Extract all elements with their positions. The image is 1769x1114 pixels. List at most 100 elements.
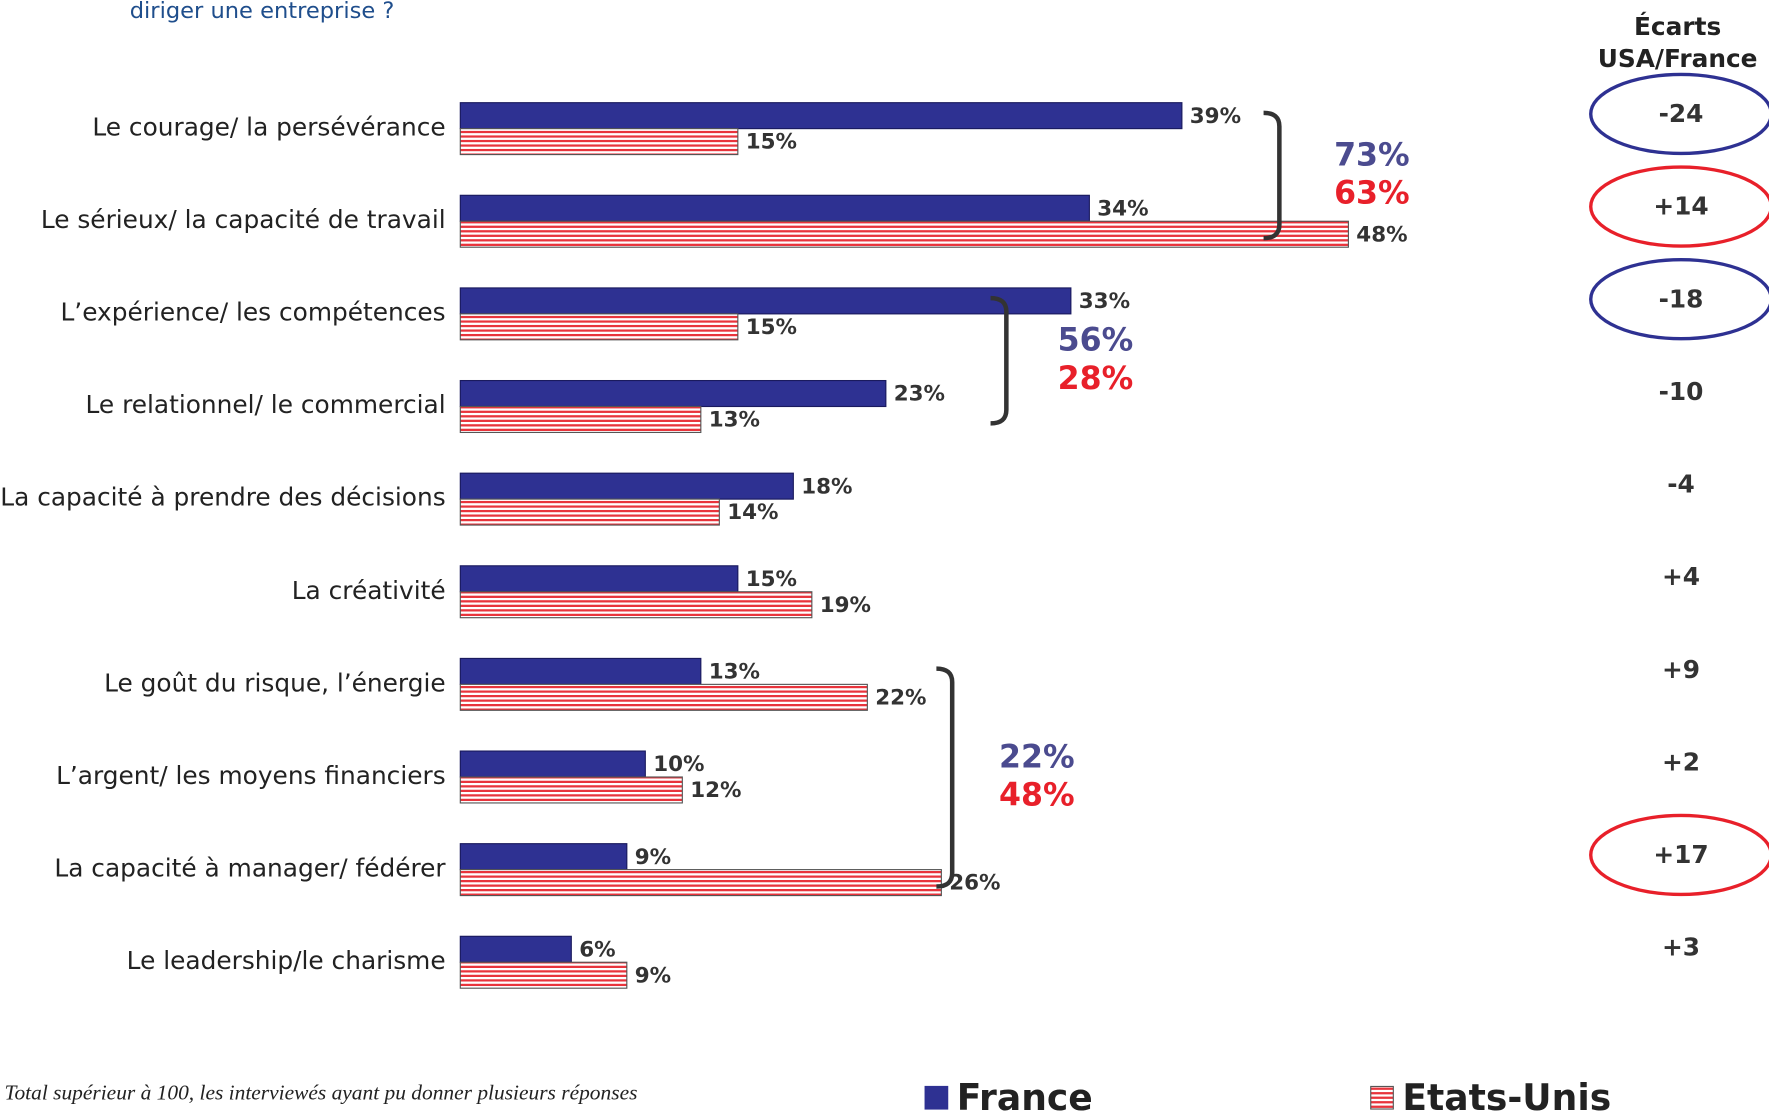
category-label-text: L’expérience/ les compétences	[60, 299, 446, 328]
value-label: 9%	[635, 845, 671, 870]
bar	[459, 220, 1349, 248]
value-label: 26%	[949, 871, 1000, 896]
value-label: 19%	[820, 593, 871, 618]
category-label-box: Le courage/ la persévérance	[0, 89, 446, 168]
category-label-text: La capacité à manager/ fédérer	[54, 854, 446, 884]
value-label: 33%	[1079, 289, 1130, 314]
diff-value: -18	[1659, 284, 1704, 313]
category-label-text: La capacité à prendre des décisions	[0, 484, 446, 513]
group-total: 73%	[1334, 137, 1410, 173]
diff-circle	[1589, 72, 1769, 156]
category-label: Le courage/ la persévérance	[0, 89, 446, 168]
value-label: 15%	[746, 315, 797, 340]
category-label: Le relationnel/ le commercial	[0, 367, 446, 446]
diff-value: +2	[1662, 747, 1700, 776]
category-label: La capacité à prendre des décisions	[0, 460, 446, 539]
bar	[459, 683, 868, 711]
value-label: 6%	[579, 937, 615, 962]
diff-circle	[1589, 813, 1769, 897]
diff-value: +9	[1662, 655, 1700, 684]
subtitle: diriger une entreprise ?	[130, 0, 395, 24]
value-label: 23%	[894, 382, 945, 407]
category-label: La capacité à manager/ fédérer	[0, 830, 446, 909]
category-label-box: La créativité	[0, 552, 446, 631]
value-label: 12%	[690, 778, 741, 803]
group-bracket	[936, 666, 955, 889]
group-bracket	[990, 295, 1009, 426]
value-label: 34%	[1097, 196, 1148, 221]
category-label-box: Le goût du risque, l’énergie	[0, 645, 446, 724]
value-label: 15%	[746, 130, 797, 155]
category-label: Le sérieux/ la capacité de travail	[0, 182, 446, 261]
category-label-text: Le sérieux/ la capacité de travail	[40, 206, 446, 235]
category-label-text: L’argent/ les moyens financiers	[56, 762, 446, 791]
value-label: 15%	[746, 567, 797, 592]
diff-header: Écarts	[1634, 12, 1721, 41]
group-total: 63%	[1334, 176, 1410, 212]
legend-swatch	[1370, 1085, 1394, 1110]
bar	[459, 657, 702, 685]
bar	[459, 591, 813, 619]
category-label: Le goût du risque, l’énergie	[0, 645, 446, 724]
value-label: 13%	[709, 408, 760, 433]
bar	[459, 776, 683, 804]
bar	[459, 843, 628, 871]
value-label: 18%	[801, 474, 852, 499]
value-label: 39%	[1190, 104, 1241, 129]
category-label: La créativité	[0, 552, 446, 631]
group-total: 56%	[1058, 323, 1134, 359]
bar	[459, 869, 942, 897]
diff-value: +17	[1653, 840, 1708, 869]
value-label: 9%	[635, 963, 671, 988]
footnote: Total supérieur à 100, les interviewés a…	[5, 1080, 638, 1104]
diff-value: +14	[1653, 192, 1708, 221]
value-label: 10%	[653, 752, 704, 777]
group-total: 22%	[999, 739, 1075, 775]
bar	[459, 565, 739, 593]
category-label: Le leadership/le charisme	[0, 923, 446, 1002]
group-total: 28%	[1058, 361, 1134, 397]
category-label-box: L’expérience/ les compétences	[0, 274, 446, 353]
value-label: 22%	[875, 685, 926, 710]
category-label-text: Le relationnel/ le commercial	[85, 391, 446, 421]
category-label-box: Le leadership/le charisme	[0, 923, 446, 1002]
category-label-text: Le goût du risque, l’énergie	[104, 669, 446, 698]
category-label-box: Le relationnel/ le commercial	[0, 367, 446, 446]
bar	[459, 194, 1090, 222]
bar	[459, 379, 887, 408]
diff-value: -4	[1667, 470, 1695, 499]
value-label: 14%	[727, 500, 778, 525]
category-label-box: L’argent/ les moyens financiers	[0, 737, 446, 816]
legend-label: France	[957, 1076, 1093, 1114]
diff-header: USA/France	[1598, 44, 1758, 73]
bar	[459, 961, 628, 989]
category-label-box: La capacité à prendre des décisions	[0, 460, 446, 539]
legend-swatch	[924, 1085, 949, 1110]
diff-value: -10	[1659, 377, 1704, 406]
diff-circle	[1589, 165, 1769, 248]
category-label-box: La capacité à manager/ fédérer	[0, 830, 446, 909]
category-label-text: Le courage/ la persévérance	[92, 113, 446, 143]
bar	[459, 102, 1183, 130]
diff-circle	[1589, 258, 1769, 341]
diff-value: +4	[1662, 562, 1700, 591]
group-total: 48%	[999, 778, 1075, 814]
group-bracket	[1263, 110, 1282, 241]
category-label-text: La créativité	[291, 577, 446, 606]
bar	[459, 313, 739, 341]
category-label-text: Le leadership/le charisme	[126, 947, 446, 976]
bar	[459, 472, 794, 500]
diff-value: +3	[1662, 933, 1700, 962]
bar	[459, 405, 702, 434]
bar	[459, 128, 739, 156]
legend-label: Etats-Unis	[1402, 1076, 1611, 1114]
diff-value: -24	[1659, 99, 1704, 128]
value-label: 48%	[1356, 222, 1407, 247]
category-label: L’argent/ les moyens financiers	[0, 737, 446, 816]
bar	[459, 935, 572, 963]
bar	[459, 750, 646, 778]
category-label-box: Le sérieux/ la capacité de travail	[0, 182, 446, 261]
bar	[459, 498, 720, 526]
